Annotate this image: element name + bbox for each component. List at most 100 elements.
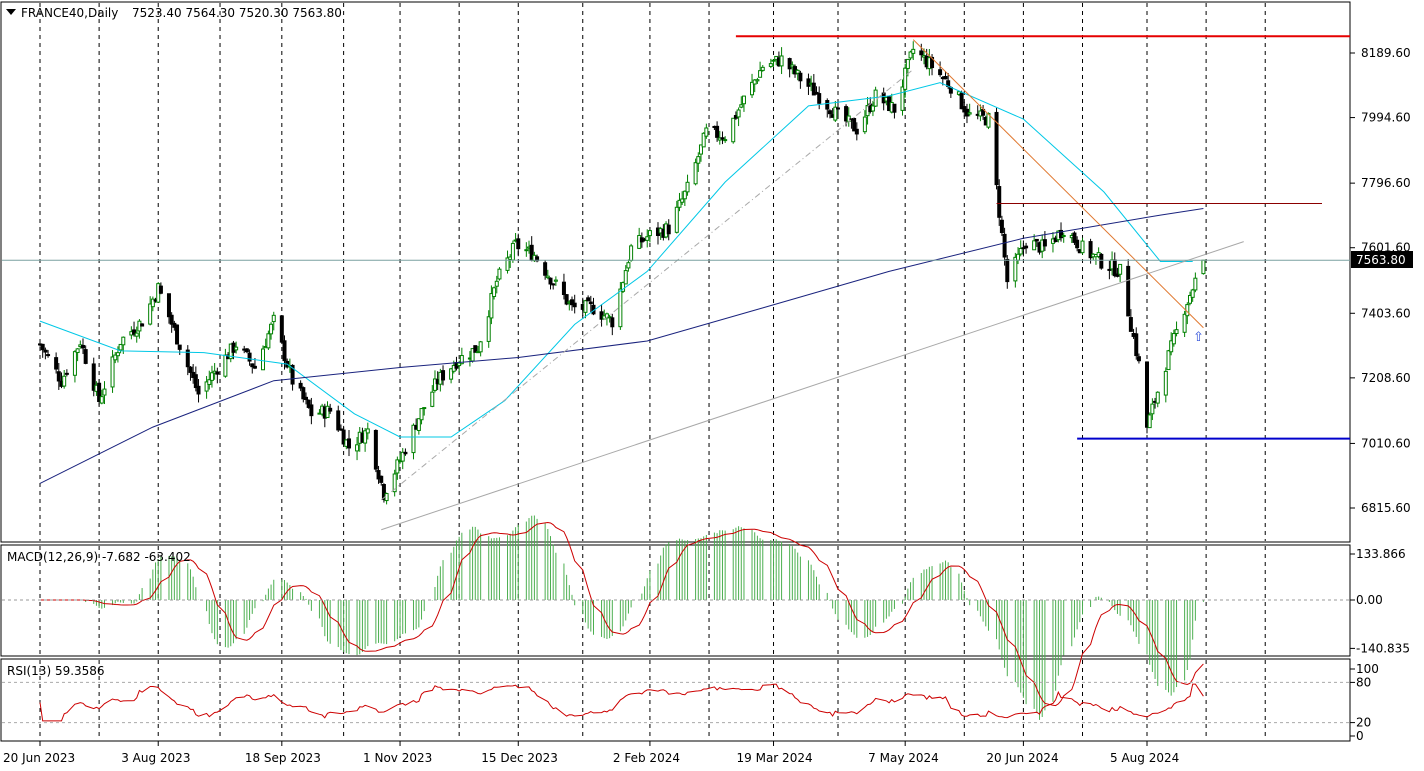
candle-body (844, 106, 849, 122)
candle-body (723, 139, 728, 142)
candle-body (1099, 253, 1104, 269)
candle-body (110, 356, 115, 388)
candle-body (54, 357, 59, 370)
candle-body (169, 314, 174, 325)
candle-body (827, 110, 832, 115)
candle-body (1112, 259, 1117, 277)
x-tick-label: 7 May 2024 (868, 751, 939, 765)
price-tick-label: 7403.60 (1361, 306, 1411, 320)
candle-body (720, 137, 725, 140)
candle-body (132, 329, 137, 335)
candle-body (46, 354, 51, 357)
candle-body (790, 64, 795, 68)
candle-body (1005, 258, 1010, 283)
candle-body (701, 132, 706, 148)
macd-layer (2, 515, 1350, 720)
candle-body (570, 299, 575, 306)
candle-body (682, 190, 687, 200)
rsi-tick-label: 100 (1356, 662, 1379, 676)
candle-body (252, 365, 257, 369)
candle-body (1088, 241, 1093, 259)
candle-body (561, 281, 566, 296)
dropdown-arrow-icon[interactable] (6, 9, 16, 15)
candle-body (158, 285, 163, 294)
candle-body (618, 288, 623, 328)
candle-body (1174, 329, 1179, 335)
candle-body (134, 332, 139, 337)
candle-body (1155, 391, 1160, 404)
candle-body (166, 293, 171, 318)
candle-body (400, 451, 405, 462)
macd-signal-line (40, 521, 1204, 707)
price-tick-label: 8189.60 (1361, 46, 1411, 60)
candle-body (492, 287, 497, 297)
candle-body (102, 388, 107, 396)
rsi-panel[interactable] (0, 658, 1351, 742)
candle-body (516, 238, 521, 250)
candle-body (715, 125, 720, 138)
current-price-tag (1351, 251, 1413, 268)
candle-body (80, 344, 85, 349)
candle-body (250, 363, 255, 368)
trendline-dashed-uptrend[interactable] (380, 69, 914, 501)
candle-body (798, 72, 803, 82)
x-tick-label: 3 Aug 2023 (121, 751, 190, 765)
candle-body (693, 162, 698, 185)
candle-body (825, 100, 830, 110)
candle-body (188, 366, 193, 373)
trendline-downtrend[interactable] (912, 39, 1204, 329)
candle-body (1013, 256, 1018, 282)
candle-body (698, 144, 703, 155)
trendline-long-uptrend[interactable] (381, 241, 1244, 531)
candle-body (564, 294, 569, 305)
price-tick-label: 7010.60 (1361, 436, 1411, 450)
candle-body (373, 429, 378, 470)
x-tick-label: 20 Jun 2023 (3, 751, 75, 765)
candle-body (833, 106, 838, 121)
rsi-tick-label: 80 (1356, 675, 1371, 689)
candle-body (325, 405, 330, 418)
candle-body (1128, 317, 1133, 332)
candle-body (381, 484, 386, 501)
candle-body (607, 316, 612, 319)
candle-body (336, 410, 341, 431)
price-panel[interactable] (0, 1, 1351, 543)
candle-body (376, 470, 381, 480)
candle-body (478, 341, 483, 353)
candle-body (752, 79, 757, 85)
candle-body (1107, 268, 1112, 271)
candle-body (685, 181, 690, 193)
rsi-label: RSI(13) 59.3586 (7, 664, 105, 678)
candle-body (1201, 259, 1206, 275)
candle-body (551, 283, 556, 286)
candle-body (997, 186, 1002, 218)
candle-body (903, 67, 908, 90)
candle-body (271, 314, 276, 323)
candle-body (363, 430, 368, 444)
candle-body (494, 280, 499, 287)
candle-body (994, 111, 999, 186)
candle-body (505, 257, 510, 271)
x-tick-label: 2 Feb 2024 (613, 751, 680, 765)
candle-body (75, 348, 80, 354)
vertical-grid (39, 3, 1266, 740)
candle-body (731, 117, 736, 143)
up-arrow-icon: ⇧ (1193, 330, 1204, 345)
candle-body (1024, 245, 1029, 249)
candle-body (755, 79, 760, 82)
candle-body (908, 51, 913, 59)
candle-body (760, 66, 765, 71)
candle-body (365, 428, 370, 434)
candle-body (62, 375, 67, 387)
candle-body (930, 56, 935, 69)
candle-body (1075, 239, 1080, 249)
rsi-tick-label: 0 (1356, 729, 1364, 743)
candle-body (870, 105, 875, 112)
candle-body (1034, 238, 1039, 242)
candle-body (392, 473, 397, 493)
candle-body (430, 391, 435, 407)
candle-body (621, 282, 626, 292)
candle-body (403, 451, 408, 455)
candle-body (150, 298, 155, 308)
